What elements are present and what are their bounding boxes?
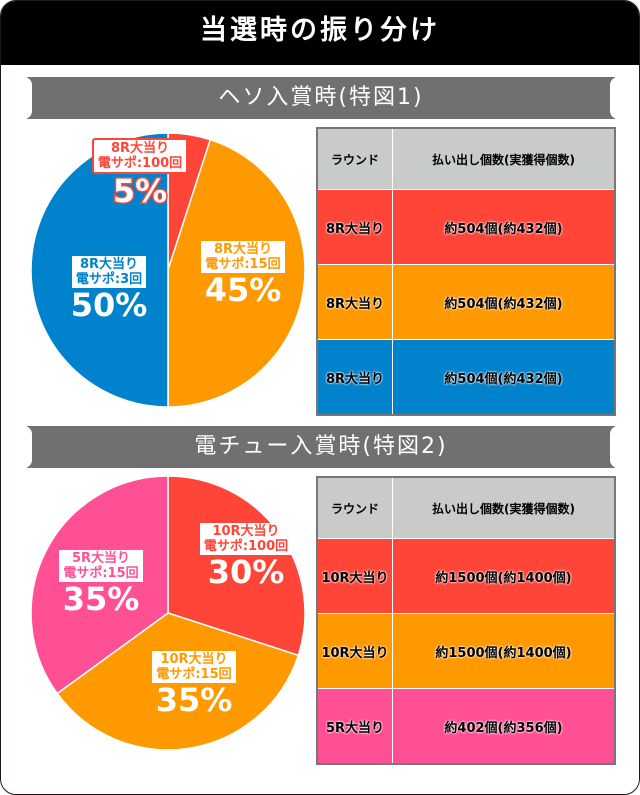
slice-label-30: 10R大当り 電サポ:100回 30% bbox=[191, 523, 301, 589]
table-row: 8R大当り 約504個(約432個) bbox=[316, 264, 616, 340]
pie-slice-45 bbox=[167, 138, 306, 408]
table-row: 8R大当り 約504個(約432個) bbox=[316, 339, 616, 416]
col-header-payout: 払い出し個数(実獲得個数) bbox=[392, 127, 616, 190]
slice-label-5: 8R大当り 電サポ:100回 5% bbox=[85, 138, 195, 210]
table-row: 5R大当り 約402個(約356個) bbox=[316, 688, 616, 765]
payout-table-heso: ラウンド 払い出し個数(実獲得個数) 8R大当り 約504個(約432個) 8R… bbox=[316, 127, 616, 416]
section-banner-denchu: 電チュー入賞時(特図2) bbox=[22, 426, 620, 468]
payout-table-denchu: ラウンド 払い出し個数(実獲得個数) 10R大当り 約1500個(約1400個)… bbox=[316, 476, 616, 765]
section-banner-heso: ヘソ入賞時(特図1) bbox=[22, 77, 620, 119]
page-title: 当選時の振り分け bbox=[1, 1, 639, 65]
col-header-payout: 払い出し個数(実獲得個数) bbox=[392, 476, 616, 539]
pie-slice-35b bbox=[30, 475, 169, 695]
slice-label-45: 8R大当り 電サポ:15回 45% bbox=[193, 241, 293, 307]
slice-label-50: 8R大当り 電サポ:3回 50% bbox=[70, 256, 148, 324]
table-row: 8R大当り 約504個(約432個) bbox=[316, 189, 616, 265]
col-header-round: ラウンド bbox=[316, 127, 393, 190]
slice-label-35-pink: 5R大当り 電サポ:15回 35% bbox=[51, 550, 151, 616]
table-row: 10R大当り 約1500個(約1400個) bbox=[316, 538, 616, 614]
table-row: 10R大当り 約1500個(約1400個) bbox=[316, 613, 616, 689]
slice-label-35-orange: 10R大当り 電サポ:15回 35% bbox=[139, 651, 249, 717]
col-header-round: ラウンド bbox=[316, 476, 393, 539]
